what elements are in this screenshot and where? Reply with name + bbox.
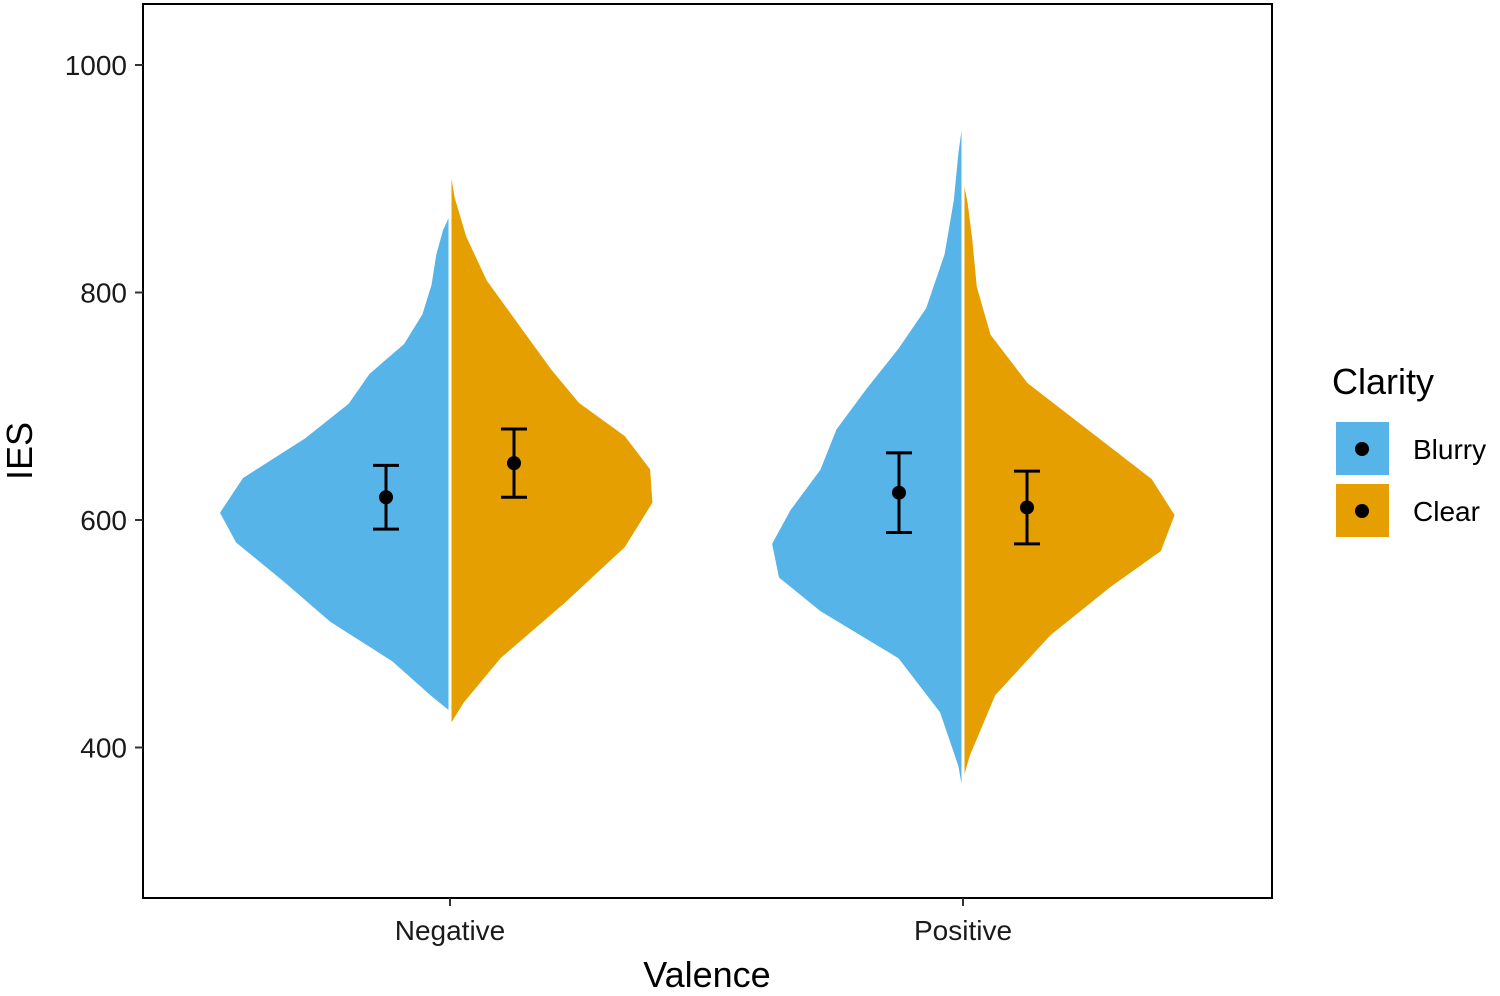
x-axis: Negative Positive	[395, 898, 1012, 946]
y-tick-label: 600	[80, 505, 127, 536]
mean-point	[379, 490, 393, 505]
error-bar-layer	[373, 427, 1040, 546]
legend: Clarity Blurry Clear	[1332, 361, 1486, 537]
y-axis: 400 600 800 1000	[65, 50, 143, 764]
plot-panel-border	[142, 3, 1273, 899]
y-axis-title: IES	[0, 422, 40, 480]
x-axis-title: Valence	[643, 954, 770, 995]
mean-point	[507, 456, 521, 471]
error-bar-clear-positive	[1014, 469, 1040, 546]
legend-item-clear: Clear	[1336, 484, 1480, 537]
error-bar-clear-negative	[501, 427, 527, 499]
legend-label: Clear	[1413, 496, 1480, 527]
violin-clear-negative	[450, 169, 653, 725]
violin-blurry-negative	[220, 215, 450, 712]
legend-title: Clarity	[1332, 361, 1434, 402]
y-tick-label: 1000	[65, 50, 127, 81]
violin-clear-positive	[963, 178, 1175, 780]
y-tick-label: 800	[80, 278, 127, 309]
legend-item-blurry: Blurry	[1336, 422, 1486, 475]
y-tick-label: 400	[80, 733, 127, 764]
mean-point	[1020, 500, 1034, 515]
legend-label: Blurry	[1413, 434, 1486, 465]
legend-key-point	[1355, 504, 1369, 518]
x-tick-label: Positive	[914, 915, 1012, 946]
legend-key-point	[1355, 442, 1369, 456]
violin-blurry-positive	[772, 119, 963, 794]
mean-point	[892, 485, 906, 500]
error-bar-blurry-negative	[373, 463, 399, 531]
error-bar-blurry-positive	[886, 451, 912, 535]
x-tick-label: Negative	[395, 915, 506, 946]
violin-layer	[220, 119, 1175, 794]
